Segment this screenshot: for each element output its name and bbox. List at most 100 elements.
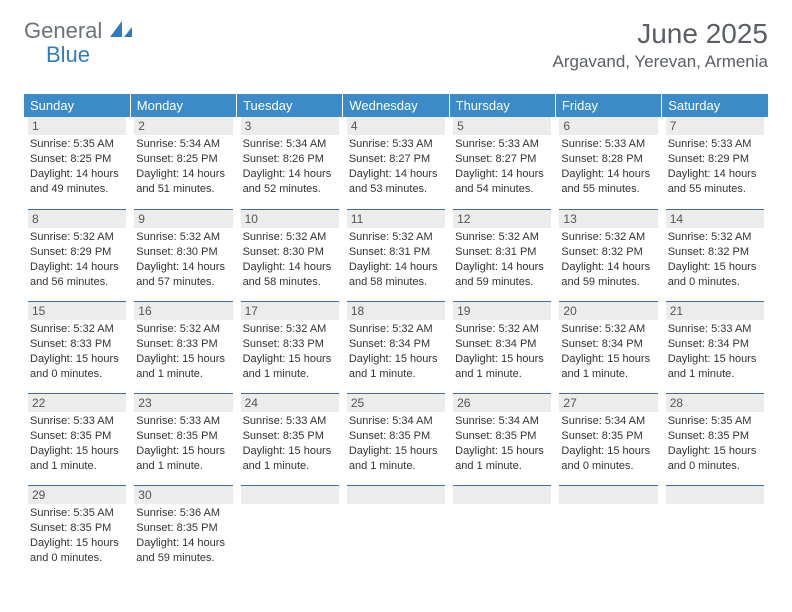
month-title: June 2025 [553,18,768,50]
day-number: 26 [453,393,551,412]
day-number: 24 [241,393,339,412]
day-number: 4 [347,117,445,135]
empty-day [453,485,551,504]
calendar-table: SundayMondayTuesdayWednesdayThursdayFrid… [24,94,768,577]
day-info: Sunrise: 5:32 AMSunset: 8:31 PMDaylight:… [453,230,551,289]
day-info: Sunrise: 5:32 AMSunset: 8:34 PMDaylight:… [559,322,657,381]
calendar-cell: 19 Sunrise: 5:32 AMSunset: 8:34 PMDayligh… [449,301,555,393]
calendar-cell: 18Sunrise: 5:32 AMSunset: 8:34 PMDayligh… [343,301,449,393]
empty-day [666,485,764,504]
calendar-cell: 11 Sunrise: 5:32 AMSunset: 8:31 PMDayligh… [343,209,449,301]
weekday-header: Thursday [449,94,555,117]
day-info: Sunrise: 5:35 AMSunset: 8:25 PMDaylight:… [28,137,126,196]
day-number: 1 [28,117,126,135]
day-info: Sunrise: 5:33 AMSunset: 8:28 PMDaylight:… [559,137,657,196]
location-text: Argavand, Yerevan, Armenia [553,52,768,72]
day-info: Sunrise: 5:32 AMSunset: 8:32 PMDaylight:… [666,230,764,289]
header: General June 2025 Argavand, Yerevan, Arm… [24,18,768,72]
day-info: Sunrise: 5:32 AMSunset: 8:31 PMDaylight:… [347,230,445,289]
calendar-header-row: SundayMondayTuesdayWednesdayThursdayFrid… [24,94,768,117]
day-info: Sunrise: 5:36 AMSunset: 8:35 PMDaylight:… [134,506,232,565]
weekday-header: Saturday [662,94,768,117]
day-info: Sunrise: 5:34 AMSunset: 8:25 PMDaylight:… [134,137,232,196]
calendar-cell: 7 Sunrise: 5:33 AMSunset: 8:29 PMDaylight… [662,117,768,209]
calendar-cell: 28 Sunrise: 5:35 AMSunset: 8:35 PMDayligh… [662,393,768,485]
empty-day [559,485,657,504]
day-info: Sunrise: 5:34 AMSunset: 8:35 PMDaylight:… [453,414,551,473]
day-number: 18 [347,301,445,320]
calendar-cell: 30 Sunrise: 5:36 AMSunset: 8:35 PMDayligh… [130,485,236,577]
day-number: 19 [453,301,551,320]
calendar-cell: 23Sunrise: 5:33 AMSunset: 8:35 PMDayligh… [130,393,236,485]
day-number: 12 [453,209,551,228]
calendar-cell: 24 Sunrise: 5:33 AMSunset: 8:35 PMDayligh… [237,393,343,485]
calendar-cell: 3 Sunrise: 5:34 AMSunset: 8:26 PMDaylight… [237,117,343,209]
day-number: 10 [241,209,339,228]
weekday-header: Monday [130,94,236,117]
weekday-header: Wednesday [343,94,449,117]
day-info: Sunrise: 5:32 AMSunset: 8:34 PMDaylight:… [453,322,551,381]
day-info: Sunrise: 5:33 AMSunset: 8:35 PMDaylight:… [241,414,339,473]
day-info: Sunrise: 5:34 AMSunset: 8:26 PMDaylight:… [241,137,339,196]
calendar-cell: 1 Sunrise: 5:35 AMSunset: 8:25 PMDaylight… [24,117,130,209]
calendar-cell: 26 Sunrise: 5:34 AMSunset: 8:35 PMDayligh… [449,393,555,485]
calendar-body: 1 Sunrise: 5:35 AMSunset: 8:25 PMDaylight… [24,117,768,577]
logo-text-blue-wrap: Blue [46,42,90,68]
day-number: 17 [241,301,339,320]
day-number: 11 [347,209,445,228]
day-info: Sunrise: 5:32 AMSunset: 8:32 PMDaylight:… [559,230,657,289]
day-number: 7 [666,117,764,135]
day-number: 30 [134,485,232,504]
day-number: 13 [559,209,657,228]
day-info: Sunrise: 5:33 AMSunset: 8:35 PMDaylight:… [28,414,126,473]
empty-day [241,485,339,504]
day-number: 22 [28,393,126,412]
calendar-cell: 6Sunrise: 5:33 AMSunset: 8:28 PMDaylight… [555,117,661,209]
weekday-header: Friday [555,94,661,117]
day-info: Sunrise: 5:32 AMSunset: 8:33 PMDaylight:… [134,322,232,381]
calendar-cell: 25Sunrise: 5:34 AMSunset: 8:35 PMDayligh… [343,393,449,485]
day-info: Sunrise: 5:33 AMSunset: 8:29 PMDaylight:… [666,137,764,196]
calendar-cell: 12 Sunrise: 5:32 AMSunset: 8:31 PMDayligh… [449,209,555,301]
calendar-cell [555,485,661,577]
calendar-cell: 22 Sunrise: 5:33 AMSunset: 8:35 PMDayligh… [24,393,130,485]
day-number: 15 [28,301,126,320]
weekday-header: Sunday [24,94,130,117]
day-number: 14 [666,209,764,228]
day-info: Sunrise: 5:35 AMSunset: 8:35 PMDaylight:… [28,506,126,565]
calendar-cell: 20Sunrise: 5:32 AMSunset: 8:34 PMDayligh… [555,301,661,393]
calendar-cell: 21Sunrise: 5:33 AMSunset: 8:34 PMDayligh… [662,301,768,393]
day-number: 3 [241,117,339,135]
logo-text-general: General [24,18,102,44]
weekday-header: Tuesday [237,94,343,117]
calendar-cell: 4Sunrise: 5:33 AMSunset: 8:27 PMDaylight… [343,117,449,209]
calendar-cell: 14 Sunrise: 5:32 AMSunset: 8:32 PMDayligh… [662,209,768,301]
calendar-cell: 16 Sunrise: 5:32 AMSunset: 8:33 PMDayligh… [130,301,236,393]
day-info: Sunrise: 5:33 AMSunset: 8:27 PMDaylight:… [453,137,551,196]
day-number: 5 [453,117,551,135]
day-number: 8 [28,209,126,228]
logo-sail-icon [108,19,134,44]
day-info: Sunrise: 5:32 AMSunset: 8:30 PMDaylight:… [134,230,232,289]
calendar-cell: 8Sunrise: 5:32 AMSunset: 8:29 PMDaylight… [24,209,130,301]
day-info: Sunrise: 5:35 AMSunset: 8:35 PMDaylight:… [666,414,764,473]
day-number: 28 [666,393,764,412]
calendar-cell [449,485,555,577]
day-number: 21 [666,301,764,320]
calendar-cell: 29 Sunrise: 5:35 AMSunset: 8:35 PMDayligh… [24,485,130,577]
day-number: 16 [134,301,232,320]
day-number: 2 [134,117,232,135]
empty-day [347,485,445,504]
day-number: 23 [134,393,232,412]
calendar-cell: 27Sunrise: 5:34 AMSunset: 8:35 PMDayligh… [555,393,661,485]
day-number: 29 [28,485,126,504]
calendar-cell: 2 Sunrise: 5:34 AMSunset: 8:25 PMDaylight… [130,117,236,209]
day-number: 25 [347,393,445,412]
calendar-cell [662,485,768,577]
calendar-cell [237,485,343,577]
logo: General [24,18,136,44]
day-number: 27 [559,393,657,412]
day-info: Sunrise: 5:32 AMSunset: 8:33 PMDaylight:… [28,322,126,381]
calendar-cell: 13 Sunrise: 5:32 AMSunset: 8:32 PMDayligh… [555,209,661,301]
day-info: Sunrise: 5:32 AMSunset: 8:30 PMDaylight:… [241,230,339,289]
